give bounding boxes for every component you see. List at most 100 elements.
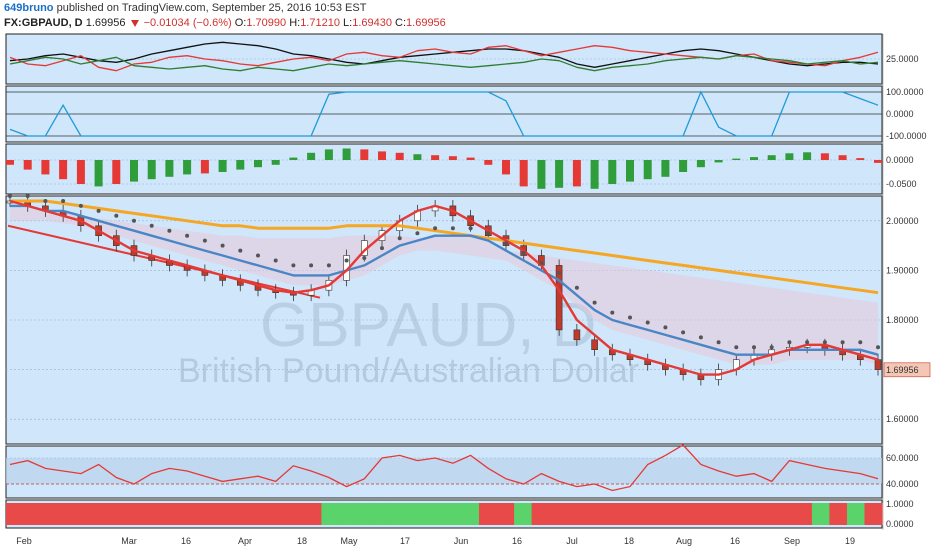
histogram-bar [750,157,758,160]
parabolic-dot [645,320,650,325]
x-axis-tick: Jul [566,536,578,546]
histogram-bar [856,158,865,160]
x-axis-tick: Apr [238,536,252,546]
ichimoku-cloud [10,205,878,365]
dmi-pane[interactable] [5,33,883,85]
dmi-line-green [9,55,879,72]
parabolic-dot [256,253,260,258]
rsi-axis-tick-60: 60.0000 [886,453,919,463]
trend-axis-tick-1: 1.0000 [886,499,914,509]
trend-bar-segment [93,503,112,525]
x-axis-tick: Sep [784,536,800,546]
histogram-bar [732,158,741,160]
x-axis-tick: Mar [121,536,137,546]
slow-ma-line [10,204,879,356]
parabolic-dot [663,325,668,330]
histogram-bar [236,160,245,170]
parabolic-dot [805,340,810,345]
histogram-bar [94,160,103,187]
trend-axis-tick-0: 0.0000 [886,519,914,529]
trend-bar-segment [601,503,620,525]
trendline [7,224,321,299]
histogram-bar [555,160,564,188]
parabolic-dot [468,226,473,231]
parabolic-dot [574,285,579,290]
histogram-bar [254,160,262,168]
author-name[interactable]: 649bruno [4,2,54,14]
histogram-bar [147,160,156,180]
rsi-band [6,458,882,484]
candle-body [555,265,563,331]
trend-bar-segment [724,503,743,525]
trend-bar-segment [391,503,410,525]
parabolic-dot [734,345,739,350]
trend-bar-segment [584,503,603,525]
histogram-bar [413,154,422,160]
trend-bar-segment [776,503,795,525]
trend-bar-segment [6,503,24,525]
histogram-bar [767,155,776,160]
symbol-name: FX:GBPAUD, D [4,17,83,29]
parabolic-dot [149,223,154,228]
parabolic-dot [273,258,278,263]
price-axis-tick: 2.00000 [886,216,919,226]
x-axis-tick: 17 [400,536,410,546]
candle-body [591,339,598,350]
parabolic-dot [326,263,331,268]
histogram-bar [803,152,812,160]
trend-bar-segment [321,503,340,525]
trend-bar-segment [251,503,270,525]
trend-bar-segment [233,503,252,525]
trend-bar-segment [444,503,462,525]
histogram-bar [608,160,617,184]
osc-axis-tick-0: 0.0000 [886,109,914,119]
trend-bar-segment [671,503,690,525]
long-ma-line [10,199,879,295]
x-axis-tick: 19 [845,536,855,546]
histogram-bar [378,151,386,160]
trend-bar-segment [566,503,585,525]
histogram-bar [643,160,652,180]
rsi-axis-tick-40: 40.0000 [886,479,919,489]
parabolic-dot [876,345,880,350]
histogram-bar [112,160,121,184]
parabolic-dot [202,238,207,243]
price-axis-tick: 1.80000 [886,315,919,325]
parabolic-dot [78,203,83,208]
parabolic-dot [167,228,172,233]
trend-bar-segment [759,503,778,525]
trend-bar-segment [829,503,848,525]
parabolic-dot [450,226,455,231]
open-value: 1.70990 [246,17,287,29]
histogram-bar [679,160,688,172]
histogram-bar [324,149,333,160]
trend-bar-segment [549,503,568,525]
trend-bar-segment [41,503,59,525]
parabolic-dot [822,340,827,345]
trend-bar-segment [303,503,322,525]
histogram-bar [572,160,581,187]
parabolic-dot [309,263,314,268]
trend-bar-segment [356,503,375,525]
parabolic-dot [858,340,863,345]
rsi-line [9,444,879,492]
histogram-bar [519,160,528,187]
histogram-bar [289,157,298,160]
parabolic-dot [539,261,544,265]
parabolic-dot [628,315,632,320]
parabolic-dot [504,241,508,246]
hist-axis-tick-neg: -0.0500 [886,179,917,189]
fast-ma-line [9,199,879,376]
trend-bar-segment [111,503,130,525]
histogram-bar [183,160,192,175]
down-triangle-icon [130,19,139,27]
trend-bar-segment [426,503,445,525]
parabolic-dot [521,251,526,255]
parabolic-dot [25,194,30,198]
trend-bar-segment [338,503,357,525]
trend-bar-segment [163,503,182,525]
publisher-line: 649bruno published on TradingView.com, S… [4,2,366,14]
histogram-bar [484,160,493,165]
trend-bar-segment [636,503,655,525]
